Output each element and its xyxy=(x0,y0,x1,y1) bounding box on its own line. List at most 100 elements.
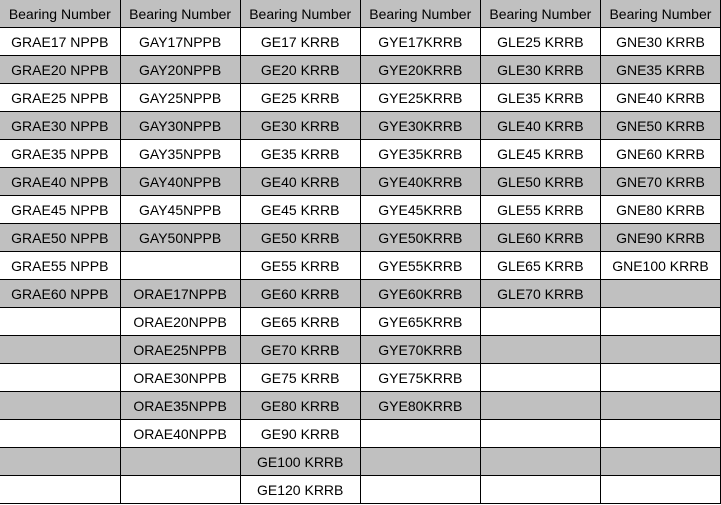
table-cell: GAY25NPPB xyxy=(119,83,241,112)
table-cell: GE30 KRRB xyxy=(239,111,361,140)
table-cell: GE90 KRRB xyxy=(239,419,361,448)
table-cell xyxy=(0,363,121,392)
table-row: ORAE25NPPB GE70 KRRB GYE70KRRB xyxy=(0,335,721,364)
table-cell xyxy=(479,363,601,392)
column-header: Bearing Number xyxy=(239,0,361,28)
table-cell: GAY45NPPB xyxy=(119,195,241,224)
table-cell: ORAE25NPPB xyxy=(119,335,241,364)
table-cell: GLE30 KRRB xyxy=(479,55,601,84)
table-cell: GLE50 KRRB xyxy=(479,167,601,196)
table-cell: GLE70 KRRB xyxy=(479,279,601,308)
table-cell: GLE45 KRRB xyxy=(479,139,601,168)
table-cell: GRAE45 NPPB xyxy=(0,195,121,224)
table-row: GE100 KRRB xyxy=(0,447,721,476)
table-cell: GRAE20 NPPB xyxy=(0,55,121,84)
table-cell: GE55 KRRB xyxy=(239,251,361,280)
table-cell xyxy=(0,447,121,476)
table-row: ORAE40NPPB GE90 KRRB xyxy=(0,419,721,448)
table-cell xyxy=(0,391,121,420)
table-cell: GNE40 KRRB xyxy=(599,83,721,112)
table-row: ORAE20NPPB GE65 KRRB GYE65KRRB xyxy=(0,307,721,336)
table-cell xyxy=(479,335,601,364)
table-cell: GNE80 KRRB xyxy=(599,195,721,224)
table-cell: GE50 KRRB xyxy=(239,223,361,252)
table-cell: GE120 KRRB xyxy=(239,475,361,504)
table-cell xyxy=(479,419,601,448)
table-cell: GLE55 KRRB xyxy=(479,195,601,224)
table-cell: GLE25 KRRB xyxy=(479,27,601,56)
table-cell: GAY40NPPB xyxy=(119,167,241,196)
table-cell xyxy=(0,475,121,504)
table-row: GRAE40 NPPB GAY40NPPB GE40 KRRB GYE40KRRB GL… xyxy=(0,167,721,196)
table-cell: GNE70 KRRB xyxy=(599,167,721,196)
column-header: Bearing Number xyxy=(359,0,481,28)
table-cell: GLE40 KRRB xyxy=(479,111,601,140)
table-cell: GRAE60 NPPB xyxy=(0,279,121,308)
table-row: GE120 KRRB xyxy=(0,475,721,504)
table-row: ORAE30NPPB GE75 KRRB GYE75KRRB xyxy=(0,363,721,392)
table-cell: ORAE35NPPB xyxy=(119,391,241,420)
table-cell: GAY17NPPB xyxy=(119,27,241,56)
table-cell xyxy=(599,335,721,364)
table-row: GRAE17 NPPB GAY17NPPB GE17 KRRB GYE17KRRB GL… xyxy=(0,27,721,56)
table-cell: GYE35KRRB xyxy=(359,139,481,168)
table-cell: GYE40KRRB xyxy=(359,167,481,196)
table-cell: GAY20NPPB xyxy=(119,55,241,84)
table-cell: GYE65KRRB xyxy=(359,307,481,336)
table-cell xyxy=(599,391,721,420)
table-cell xyxy=(599,279,721,308)
table-cell: GAY35NPPB xyxy=(119,139,241,168)
table-cell: GLE35 KRRB xyxy=(479,83,601,112)
table-cell: GRAE40 NPPB xyxy=(0,167,121,196)
table-cell xyxy=(119,251,241,280)
table-row: ORAE35NPPB GE80 KRRB GYE80KRRB xyxy=(0,391,721,420)
table-row: GRAE50 NPPB GAY50NPPB GE50 KRRB GYE50KRRB GL… xyxy=(0,223,721,252)
table-cell: GYE25KRRB xyxy=(359,83,481,112)
table-cell xyxy=(599,363,721,392)
table-cell xyxy=(119,475,241,504)
table-cell: GNE50 KRRB xyxy=(599,111,721,140)
table-cell xyxy=(599,419,721,448)
table-cell xyxy=(479,447,601,476)
table-cell: GAY30NPPB xyxy=(119,111,241,140)
table-cell: GRAE35 NPPB xyxy=(0,139,121,168)
column-header: Bearing Number xyxy=(599,0,721,28)
table-row: GRAE30 NPPB GAY30NPPB GE30 KRRB GYE30KRRB GL… xyxy=(0,111,721,140)
table-row: GRAE20 NPPB GAY20NPPB GE20 KRRB GYE20KRRB GL… xyxy=(0,55,721,84)
header-row: Bearing Number Bearing Number Bearing Numb… xyxy=(0,0,721,28)
table-row: GRAE55 NPPB GE55 KRRB GYE55KRRB GLE65 KRRB G… xyxy=(0,251,721,280)
table-cell: GNE60 KRRB xyxy=(599,139,721,168)
table-row: GRAE35 NPPB GAY35NPPB GE35 KRRB GYE35KRRB GL… xyxy=(0,139,721,168)
table-cell: GE100 KRRB xyxy=(239,447,361,476)
table-cell: GAY50NPPB xyxy=(119,223,241,252)
table-cell: ORAE17NPPB xyxy=(119,279,241,308)
table-cell: GE75 KRRB xyxy=(239,363,361,392)
table-cell: GRAE55 NPPB xyxy=(0,251,121,280)
table-cell xyxy=(359,475,481,504)
column-header: Bearing Number xyxy=(119,0,241,28)
table-cell: GLE65 KRRB xyxy=(479,251,601,280)
table-cell: ORAE20NPPB xyxy=(119,307,241,336)
table-cell: GYE45KRRB xyxy=(359,195,481,224)
table-cell xyxy=(479,307,601,336)
table-cell: GYE80KRRB xyxy=(359,391,481,420)
table-cell: GRAE50 NPPB xyxy=(0,223,121,252)
table-cell xyxy=(599,475,721,504)
table-cell: ORAE30NPPB xyxy=(119,363,241,392)
table-cell: GNE35 KRRB xyxy=(599,55,721,84)
table-cell xyxy=(0,307,121,336)
table-cell: GE80 KRRB xyxy=(239,391,361,420)
table-cell xyxy=(119,447,241,476)
table-row: GRAE25 NPPB GAY25NPPB GE25 KRRB GYE25KRRB GL… xyxy=(0,83,721,112)
column-header: Bearing Number xyxy=(0,0,121,28)
table-cell: GNE100 KRRB xyxy=(599,251,721,280)
table-cell: GE60 KRRB xyxy=(239,279,361,308)
table-cell: GE20 KRRB xyxy=(239,55,361,84)
table-cell: GRAE25 NPPB xyxy=(0,83,121,112)
table-cell: GYE70KRRB xyxy=(359,335,481,364)
table-row: GRAE60 NPPB ORAE17NPPB GE60 KRRB GYE60KRRB G… xyxy=(0,279,721,308)
table-cell: GE25 KRRB xyxy=(239,83,361,112)
table-cell: GYE17KRRB xyxy=(359,27,481,56)
table-cell xyxy=(0,419,121,448)
table-cell: GE40 KRRB xyxy=(239,167,361,196)
